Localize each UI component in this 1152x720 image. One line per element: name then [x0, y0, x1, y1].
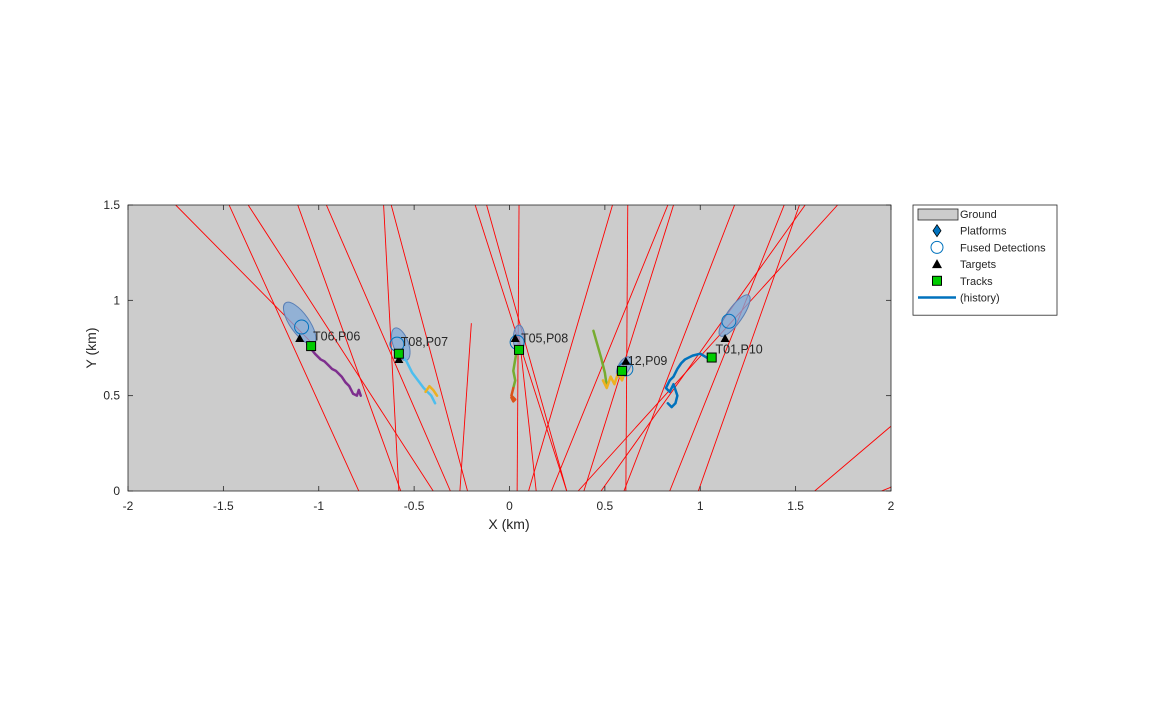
legend-circle-icon [930, 240, 944, 254]
legend-label: (history) [960, 293, 1000, 305]
legend-triangle-icon [932, 259, 942, 269]
x-tick-label: 1 [697, 499, 704, 513]
ray-line [325, 205, 451, 491]
x-tick-label: -1 [313, 499, 324, 513]
ray-line [551, 205, 669, 491]
target-marker [510, 333, 520, 342]
ray-line [518, 334, 537, 491]
y-tick-label: 1.5 [103, 198, 120, 212]
history-line [424, 384, 439, 397]
ray-line [814, 425, 891, 491]
legend-label: Fused Detections [960, 242, 1046, 254]
track-markers [306, 341, 717, 376]
x-tick-label: -1.5 [213, 499, 234, 513]
legend-label: Ground [960, 209, 997, 221]
ray-line [297, 205, 402, 491]
x-tick-label: -0.5 [404, 499, 425, 513]
x-tick-label: 2 [888, 499, 895, 513]
target-markers [295, 333, 730, 365]
ray-line [486, 205, 568, 491]
covariance-ellipse [718, 294, 751, 337]
legend-ground-swatch [917, 208, 959, 221]
ray-line [390, 205, 468, 491]
ray-line [625, 205, 629, 491]
x-axis-ticks: -2 -1.5 -1 -0.5 0 0.5 1 1.5 2 [123, 205, 895, 513]
y-axis-label: Y (km) [83, 328, 99, 369]
target-marker [295, 333, 305, 342]
legend-label: Targets [960, 259, 997, 271]
ray-line [528, 205, 613, 491]
legend: Ground Platforms Fused Detections Targets Tr… [912, 204, 1058, 316]
ray-line [623, 205, 736, 491]
track-marker [306, 341, 317, 352]
y-axis-ticks: 0 0.5 1 1.5 [103, 198, 891, 498]
legend-square-icon [932, 275, 942, 286]
track-annotation: T05,P08 [521, 331, 568, 345]
ray-line [228, 205, 360, 491]
ray-line [600, 205, 806, 491]
legend-label: Platforms [960, 226, 1007, 238]
target-marker [394, 354, 404, 363]
history-line [601, 367, 628, 390]
history-line [397, 350, 437, 405]
x-tick-label: 0.5 [597, 499, 614, 513]
ray-line [583, 205, 674, 491]
x-tick-label: 0 [506, 499, 513, 513]
track-marker [514, 344, 525, 355]
y-tick-label: 1 [113, 293, 120, 307]
history-line [592, 329, 609, 388]
ray-line [577, 205, 838, 491]
history-line [306, 342, 362, 397]
ray-line [459, 323, 472, 491]
history-line [664, 352, 712, 409]
x-tick-label: 1.5 [787, 499, 804, 513]
ray-line [881, 486, 891, 491]
red-ray-lines [175, 205, 891, 491]
legend-label: Tracks [960, 276, 993, 288]
track-marker [393, 348, 404, 359]
track-annotations: T06,P06 T08,P07 T05,P08 12,P09 T01,P10 [313, 329, 763, 368]
track-annotation: 12,P09 [628, 354, 668, 368]
track-annotation: T01,P10 [716, 343, 763, 357]
track-annotation: T06,P06 [313, 329, 360, 343]
fused-detection-marker [721, 313, 737, 329]
x-axis-label: X (km) [488, 516, 529, 532]
track-annotation: T08,P07 [401, 335, 448, 349]
history-line [512, 346, 519, 390]
history-line [510, 386, 517, 403]
y-tick-label: 0.5 [103, 389, 120, 403]
plot-background [128, 205, 891, 491]
x-tick-label: -2 [123, 499, 134, 513]
legend-diamond-icon [932, 223, 942, 238]
track-marker [617, 365, 628, 376]
ray-line [669, 205, 785, 491]
target-marker [621, 356, 631, 365]
ray-line [697, 205, 800, 491]
ray-line [247, 205, 434, 491]
target-marker [720, 333, 730, 342]
fused-detection-marker [294, 319, 310, 335]
track-marker [706, 352, 717, 363]
y-tick-label: 0 [113, 484, 120, 498]
track-histories [306, 329, 712, 409]
